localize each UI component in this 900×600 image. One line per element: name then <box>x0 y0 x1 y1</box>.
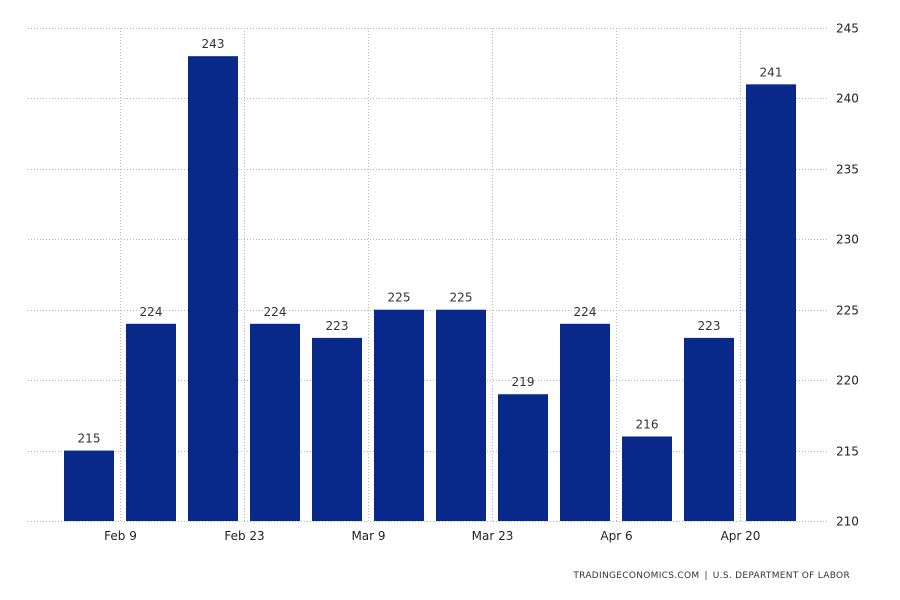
bar <box>64 450 114 521</box>
bar <box>560 323 610 521</box>
bar-value-label: 216 <box>636 417 659 431</box>
bars <box>64 56 796 522</box>
x-tick-label: Feb 9 <box>104 529 137 543</box>
y-tick-label: 240 <box>836 92 859 106</box>
bar <box>622 436 672 521</box>
x-axis-ticks: Feb 9 Feb 23 Mar 9 Mar 23 Apr 6 Apr 20 <box>104 529 760 543</box>
bar-value-label: 215 <box>78 432 101 446</box>
y-tick-label: 210 <box>836 515 859 529</box>
source-credit: TRADINGECONOMICS.COM | U.S. DEPARTMENT OF … <box>560 571 850 581</box>
bar-value-label: 219 <box>512 375 535 389</box>
bar <box>312 337 362 521</box>
source-agency: U.S. DEPARTMENT OF LABOR <box>712 571 850 581</box>
y-axis-ticks: 210 215 220 225 230 235 240 245 <box>836 22 859 529</box>
bar-value-label: 223 <box>698 319 721 333</box>
y-tick-label: 220 <box>836 374 859 388</box>
bar-value-label: 223 <box>326 319 349 333</box>
bar <box>374 309 424 521</box>
bar <box>684 337 734 521</box>
bar-value-label: 243 <box>202 37 225 51</box>
x-tick-label: Mar 23 <box>472 529 514 543</box>
y-tick-label: 230 <box>836 233 859 247</box>
bar-value-label: 225 <box>388 291 411 305</box>
bar <box>188 56 238 522</box>
bar-value-label: 225 <box>450 291 473 305</box>
y-tick-label: 215 <box>836 445 859 459</box>
source-site: TRADINGECONOMICS.COM <box>573 571 700 581</box>
bar-value-label: 224 <box>574 305 597 319</box>
y-tick-label: 235 <box>836 163 859 177</box>
x-tick-label: Mar 9 <box>351 529 385 543</box>
bar <box>746 84 796 521</box>
x-tick-label: Feb 23 <box>224 529 264 543</box>
y-tick-label: 225 <box>836 304 859 318</box>
bar-value-label: 224 <box>140 305 163 319</box>
x-tick-label: Apr 6 <box>600 529 632 543</box>
source-separator: | <box>704 571 708 581</box>
data-labels: 215 224 243 224 223 225 225 219 224 216 223 241 <box>78 37 783 445</box>
bar <box>126 323 176 521</box>
bar-value-label: 224 <box>264 305 287 319</box>
bar-value-label: 241 <box>760 65 783 79</box>
bar <box>498 394 548 521</box>
y-tick-label: 245 <box>836 22 859 36</box>
bar <box>436 309 486 521</box>
x-tick-label: Apr 20 <box>721 529 761 543</box>
bar <box>250 323 300 521</box>
